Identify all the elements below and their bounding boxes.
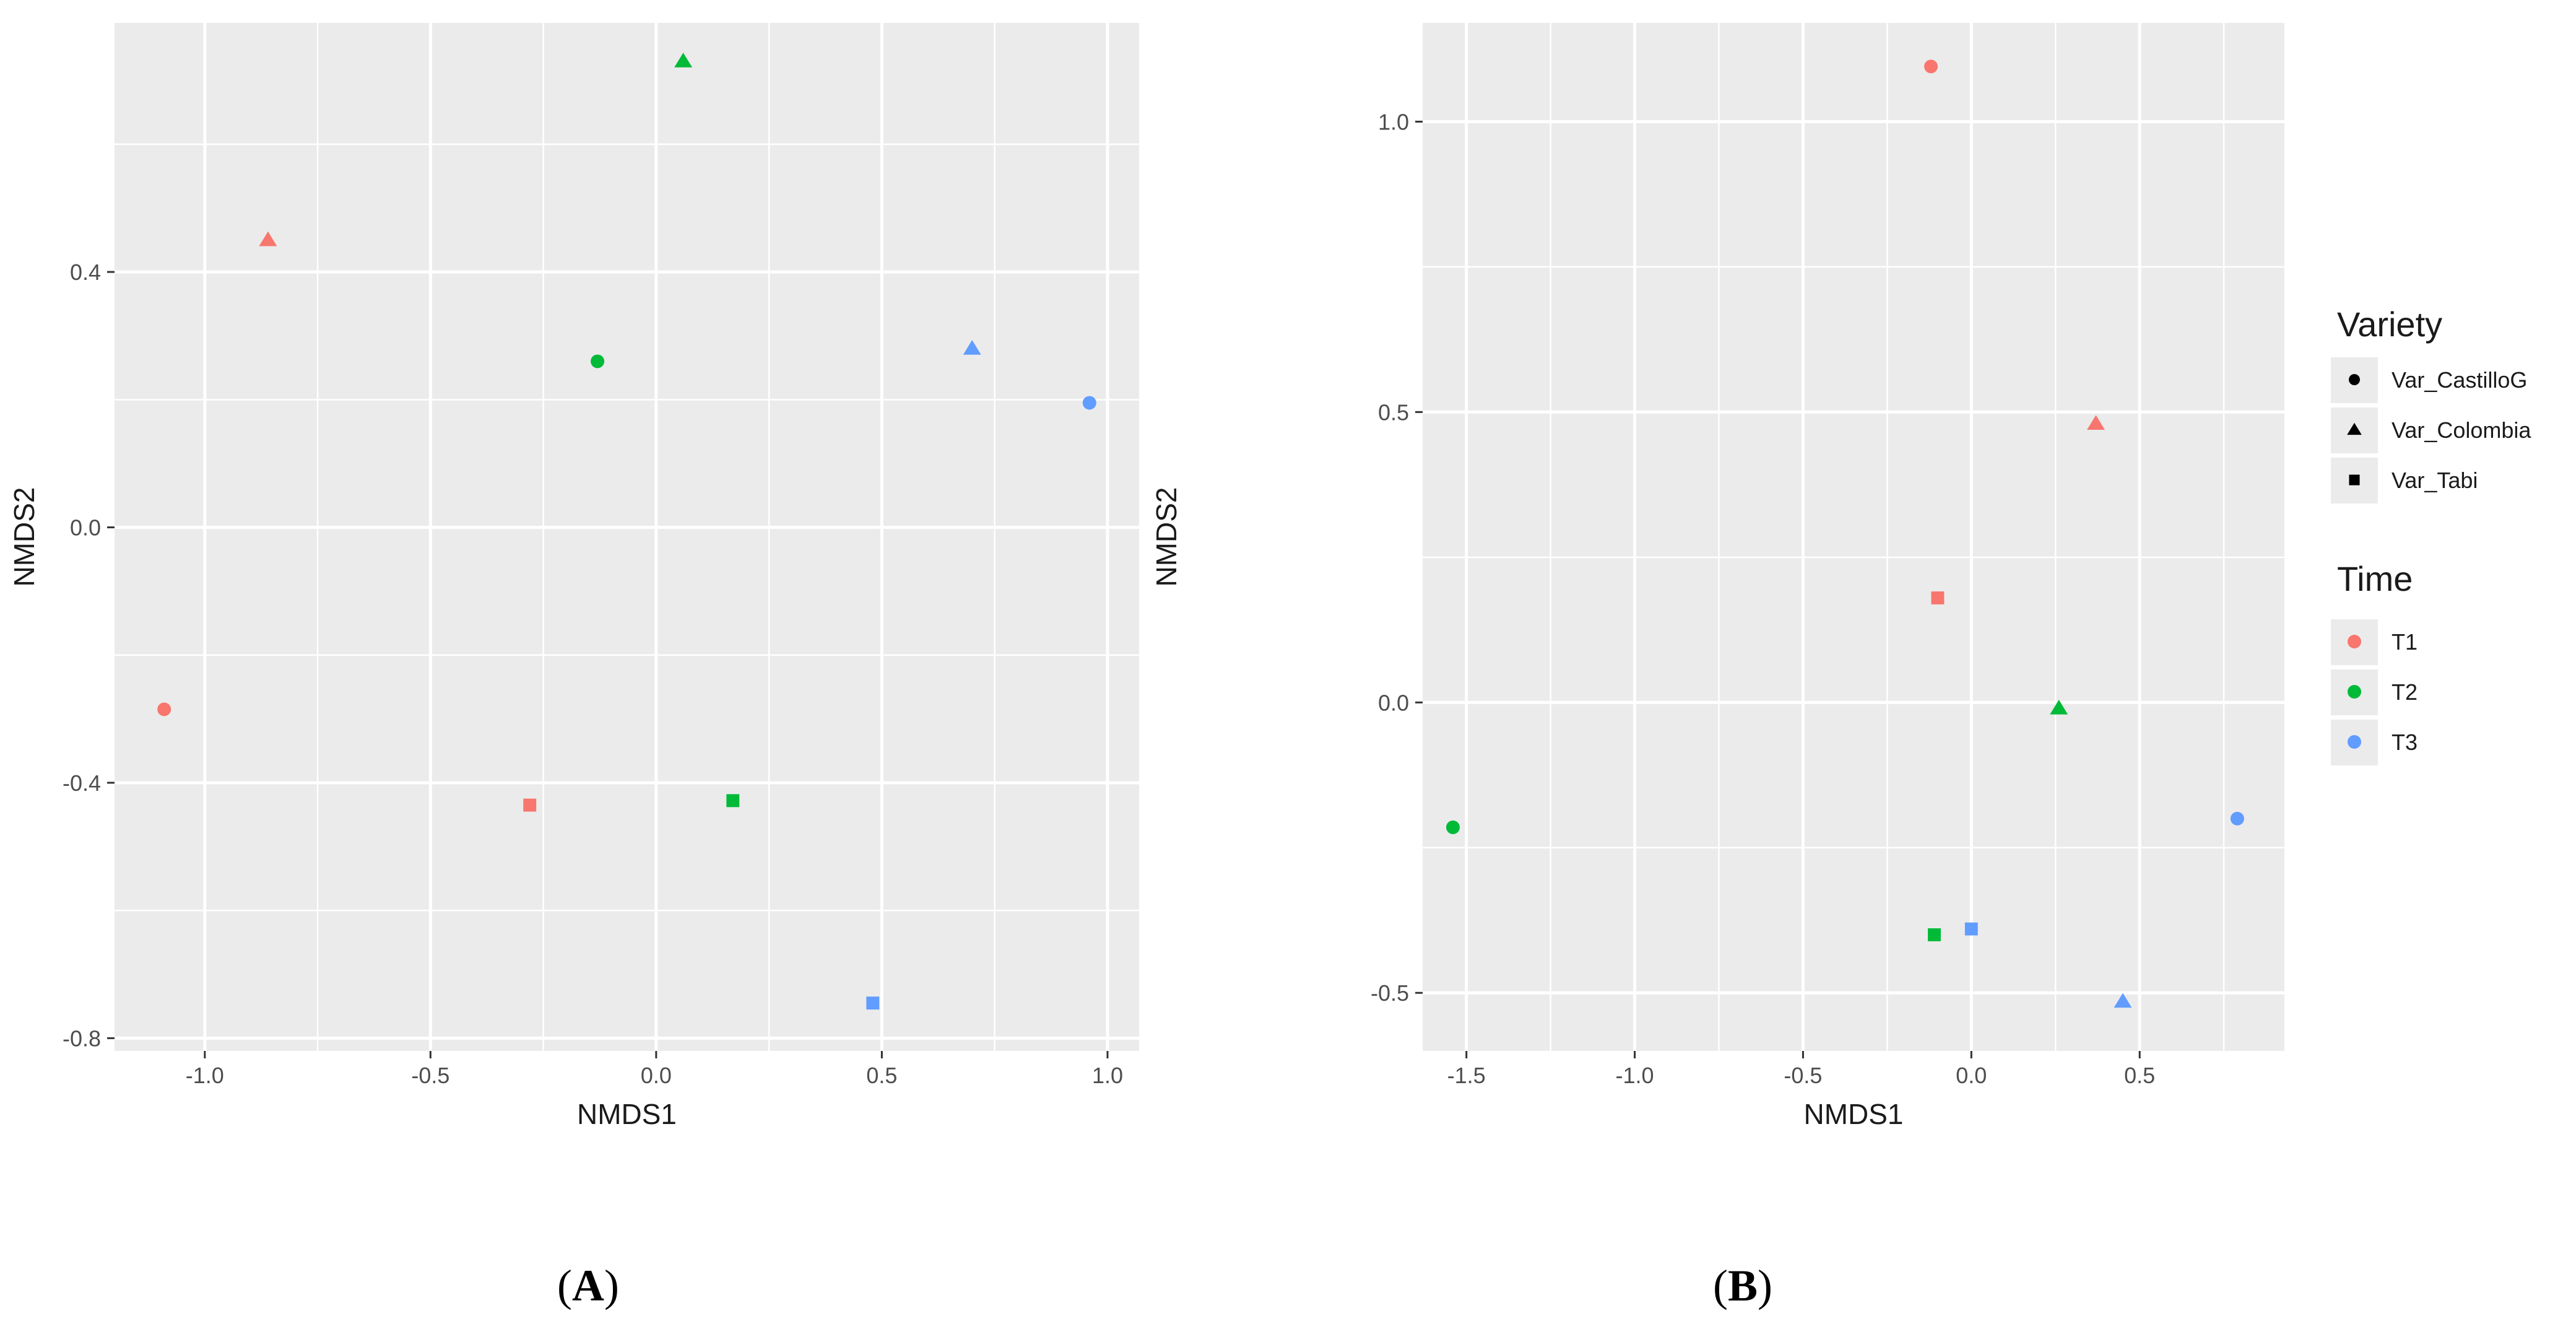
- panel-a-background: [115, 23, 1139, 1051]
- panel-a-point: [674, 53, 693, 68]
- panel-b-point: [1964, 922, 1978, 936]
- panel-a-y-tick-label: -0.4: [63, 770, 101, 796]
- legend-time-key: [2348, 635, 2361, 648]
- panel-a-x-tick-label: -0.5: [411, 1063, 449, 1088]
- panel-b-x-tick-label: -1.0: [1616, 1063, 1654, 1088]
- legend-variety-label: Var_Tabi: [2392, 468, 2478, 493]
- panel-b-point: [1924, 59, 1938, 74]
- panel-a-x-tick-label: 0.5: [866, 1063, 897, 1088]
- legend-variety-key: [2349, 474, 2360, 486]
- panel-b-point: [2230, 811, 2244, 826]
- panel-b-point: [2087, 415, 2105, 430]
- panel-a-y-axis-title: NMDS2: [8, 487, 40, 586]
- panel-a: -1.0 -0.5 0.0 0.5 1.0 -0.8 -0.4 0.0 0.4 NMDS1 NMDS…: [8, 23, 1139, 1310]
- legend-variety-key: [2349, 374, 2360, 385]
- panel-b-x-tick-label: -0.5: [1784, 1063, 1822, 1088]
- panel-a-point: [259, 231, 277, 246]
- panel-a-y-tick-label: -0.8: [63, 1026, 101, 1051]
- legend-variety-title: Variety: [2337, 305, 2442, 344]
- panel-b: -1.5 -1.0 -0.5 0.0 0.5 -0.5 0.0 0.5 1.0 NMDS1 NMDS…: [1150, 23, 2284, 1310]
- legend-time-key: [2348, 685, 2361, 699]
- panel-b-point: [1928, 928, 1941, 941]
- panel-b-y-tick-label: 0.0: [1378, 690, 1409, 715]
- legend-variety-label: Var_Colombia: [2392, 417, 2531, 443]
- panel-a-point: [866, 996, 880, 1010]
- legend-variety-key: [2347, 422, 2362, 435]
- panel-b-point: [2114, 993, 2132, 1008]
- legend: Variety Var_CastilloG Var_Colombia Var_Tabi…: [2331, 305, 2531, 765]
- panel-b-y-tick-label: 0.5: [1378, 399, 1409, 425]
- panel-b-point: [1931, 591, 1945, 604]
- panel-a-point: [963, 340, 981, 355]
- legend-time-label: T1: [2392, 629, 2418, 655]
- panel-a-x-tick-label: 1.0: [1092, 1063, 1123, 1088]
- panel-b-point: [1446, 820, 1460, 834]
- panel-a-x-tick-label: 0.0: [641, 1063, 672, 1088]
- panel-a-y-tick-label: 0.4: [70, 259, 101, 285]
- legend-time-label: T2: [2392, 679, 2418, 705]
- legend-time-key: [2348, 735, 2361, 749]
- panel-b-y-tick-label: -0.5: [1371, 980, 1409, 1006]
- panel-b-x-axis-title: NMDS1: [1803, 1098, 1903, 1130]
- legend-variety-label: Var_CastilloG: [2392, 367, 2527, 393]
- panel-b-x-tick-label: -1.5: [1447, 1063, 1486, 1088]
- panel-b-x-tick-label: 0.0: [1956, 1063, 1987, 1088]
- panel-a-point: [523, 798, 537, 812]
- panel-a-x-tick-label: -1.0: [186, 1063, 224, 1088]
- panel-b-label: (B): [1713, 1261, 1772, 1310]
- panel-b-x-tick-label: 0.5: [2124, 1063, 2155, 1088]
- panel-a-x-axis-title: NMDS1: [577, 1098, 677, 1130]
- panel-a-point: [591, 354, 605, 368]
- panel-b-y-axis-title: NMDS2: [1150, 487, 1182, 586]
- legend-time-title: Time: [2337, 559, 2413, 598]
- panel-a-point: [726, 794, 740, 808]
- panel-a-label: (A): [557, 1261, 619, 1310]
- legend-time-label: T3: [2392, 730, 2418, 755]
- panel-a-y-tick-label: 0.0: [70, 515, 101, 541]
- panel-b-y-tick-label: 1.0: [1378, 109, 1409, 134]
- panel-b-background: [1423, 23, 2284, 1051]
- panel-b-point: [2050, 699, 2068, 715]
- panel-a-point: [1082, 396, 1096, 410]
- panel-a-point: [157, 702, 171, 717]
